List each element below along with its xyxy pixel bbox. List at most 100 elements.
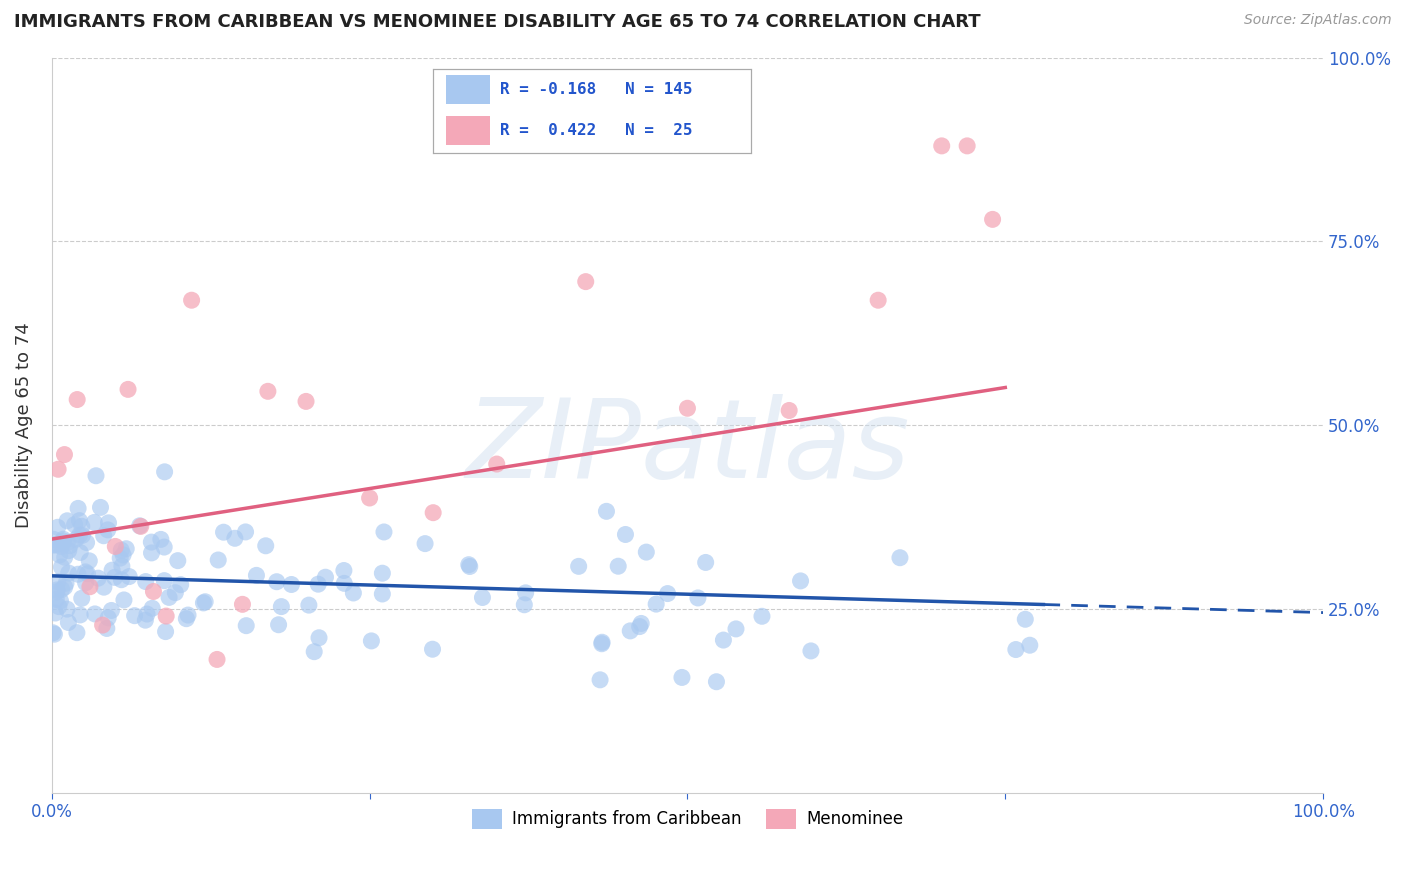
Point — [307, 577, 329, 591]
Point — [84, 468, 107, 483]
Point — [49, 540, 72, 554]
Point — [53, 550, 76, 565]
Point — [706, 674, 728, 689]
Point — [65, 532, 87, 546]
Point — [141, 546, 163, 560]
Legend: Immigrants from Caribbean, Menominee: Immigrants from Caribbean, Menominee — [465, 802, 910, 836]
Point — [67, 514, 90, 528]
Point — [619, 624, 641, 638]
Point — [245, 568, 267, 582]
Point — [155, 624, 177, 639]
Point — [267, 617, 290, 632]
Point — [70, 591, 93, 606]
Point — [42, 625, 65, 640]
Point — [254, 539, 277, 553]
Point — [46, 462, 69, 476]
Point — [568, 559, 591, 574]
Point — [56, 602, 79, 616]
Point — [104, 570, 127, 584]
Point — [308, 631, 330, 645]
Point — [224, 531, 246, 545]
Point — [49, 593, 72, 607]
Point — [48, 599, 70, 614]
Point — [270, 599, 292, 614]
Point — [166, 554, 188, 568]
Point — [118, 569, 141, 583]
Point — [52, 532, 75, 546]
Point — [42, 533, 65, 547]
Point — [302, 645, 325, 659]
Point — [371, 587, 394, 601]
Point — [45, 584, 67, 599]
Point — [110, 543, 132, 558]
Point — [724, 622, 747, 636]
Point — [51, 582, 73, 597]
Point — [485, 457, 508, 471]
Point — [46, 520, 69, 534]
Point — [66, 392, 89, 407]
Point — [67, 501, 90, 516]
Point — [96, 622, 118, 636]
Point — [165, 585, 187, 599]
Point — [76, 535, 98, 549]
Point — [458, 559, 481, 574]
Point — [645, 597, 668, 611]
Point — [295, 394, 318, 409]
Point — [591, 635, 613, 649]
Point — [471, 591, 494, 605]
Point — [931, 139, 953, 153]
Y-axis label: Disability Age 65 to 74: Disability Age 65 to 74 — [15, 322, 32, 528]
Point — [607, 559, 630, 574]
Point — [591, 637, 613, 651]
Point — [359, 491, 381, 505]
Point — [111, 559, 134, 574]
Point — [83, 516, 105, 530]
Point — [235, 524, 257, 539]
Point — [153, 465, 176, 479]
Point — [141, 535, 163, 549]
Point — [129, 519, 152, 533]
Point — [79, 580, 101, 594]
Point — [69, 607, 91, 622]
Point — [142, 584, 165, 599]
Point — [63, 517, 86, 532]
Point — [868, 293, 890, 308]
Point — [595, 504, 617, 518]
Point — [110, 573, 132, 587]
Point — [671, 670, 693, 684]
Point — [52, 533, 75, 548]
Point — [1005, 642, 1028, 657]
Point — [205, 652, 228, 666]
Point — [112, 593, 135, 607]
Point — [155, 609, 177, 624]
Point — [51, 560, 73, 574]
Point — [91, 618, 114, 632]
Point — [97, 611, 120, 625]
Point — [112, 548, 135, 562]
Point — [58, 615, 80, 630]
Point — [44, 627, 66, 641]
Point — [636, 545, 658, 559]
Point — [141, 601, 163, 615]
Point — [360, 634, 382, 648]
Point — [371, 566, 394, 581]
Point — [53, 448, 76, 462]
Point — [800, 644, 823, 658]
Point — [97, 516, 120, 530]
Point — [100, 603, 122, 617]
Point — [87, 571, 110, 585]
Point — [956, 139, 979, 153]
Point — [128, 518, 150, 533]
Point — [280, 577, 302, 591]
Point — [695, 556, 717, 570]
Point — [115, 541, 138, 556]
Point — [614, 527, 637, 541]
Point — [134, 613, 156, 627]
Point — [194, 595, 217, 609]
Point — [413, 536, 436, 550]
Point — [333, 564, 356, 578]
Point — [83, 607, 105, 621]
Point — [713, 633, 735, 648]
Point — [176, 612, 198, 626]
Point — [75, 575, 97, 590]
